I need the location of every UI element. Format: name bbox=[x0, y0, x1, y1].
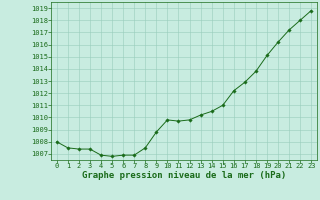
X-axis label: Graphe pression niveau de la mer (hPa): Graphe pression niveau de la mer (hPa) bbox=[82, 171, 286, 180]
